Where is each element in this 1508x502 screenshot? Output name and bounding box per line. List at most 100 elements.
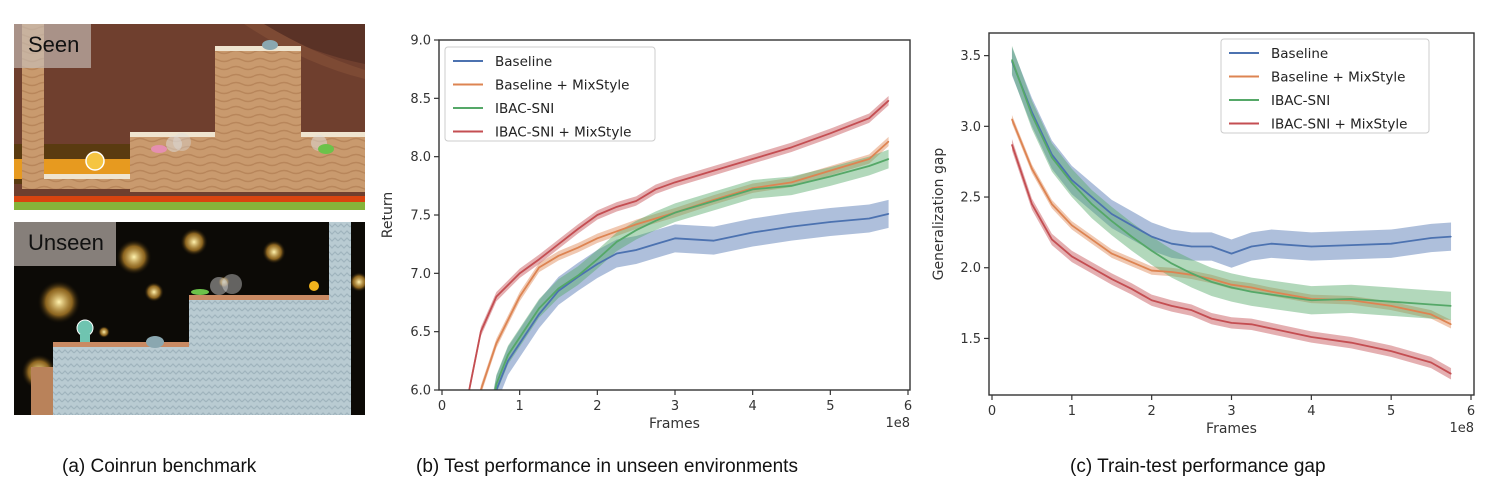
data-point — [887, 213, 890, 215]
data-point — [1011, 144, 1013, 146]
data-point — [1151, 250, 1153, 252]
data-point — [1230, 284, 1233, 286]
coinrun-seen-image: Seen — [14, 24, 365, 210]
data-point — [557, 255, 560, 257]
data-point — [887, 100, 890, 102]
plot-area — [1011, 45, 1452, 380]
data-point — [1091, 203, 1093, 205]
data-point — [1270, 294, 1273, 296]
y-tick-label: 2.5 — [960, 191, 981, 206]
data-point — [790, 226, 793, 228]
confidence-band-baseline-mixstyle — [480, 136, 889, 390]
data-point — [1430, 361, 1432, 364]
series-line-ibac-sni-mixstyle — [468, 99, 890, 390]
data-point — [1390, 305, 1392, 307]
legend-label: Baseline + MixStyle — [1271, 70, 1405, 86]
data-point — [1031, 203, 1033, 205]
seen-label: Seen — [14, 24, 92, 68]
unseen-label: Unseen — [14, 222, 116, 266]
data-point — [1091, 267, 1093, 269]
data-point — [596, 263, 598, 265]
data-point — [495, 296, 497, 298]
data-point — [635, 249, 637, 251]
y-tick-label: 6.5 — [410, 325, 431, 340]
data-point — [495, 383, 497, 385]
data-point — [1350, 244, 1352, 246]
data-point — [577, 275, 579, 277]
data-point — [519, 296, 521, 298]
data-point — [1151, 269, 1153, 272]
data-point — [1111, 220, 1113, 222]
data-point — [790, 185, 793, 187]
data-point — [654, 243, 657, 245]
caption-a: (a) Coinrun benchmark — [62, 456, 257, 477]
data-point — [1190, 245, 1193, 248]
confidence-band-baseline — [493, 199, 889, 390]
data-point — [1250, 245, 1253, 248]
data-point — [1430, 303, 1432, 306]
legend-label: IBAC-SNI — [1271, 93, 1330, 109]
y-tick-label: 2.0 — [960, 261, 981, 276]
data-point — [1230, 322, 1233, 324]
data-point — [507, 360, 509, 362]
chart-test-performance: 0 1 2 3 4 5 6 6.0 6.5 7.0 7.5 8.0 8.5 9.0 Frames 1e8 Ret… — [380, 34, 912, 433]
data-point — [577, 247, 579, 249]
legend: Baseline Baseline + MixStyle IBAC-SNI IBAC-… — [1220, 38, 1430, 134]
data-point — [557, 287, 560, 290]
x-tick-label: 4 — [1307, 404, 1315, 419]
caption-c: (c) Train-test performance gap — [1070, 456, 1326, 477]
data-point — [557, 290, 560, 292]
series-line-ibac-sni — [494, 158, 889, 390]
data-point — [1171, 262, 1173, 265]
confidence-band-baseline — [1011, 47, 1452, 268]
x-offset-label: 1e8 — [885, 416, 910, 431]
seen-level-illustration — [14, 24, 365, 210]
data-point — [1131, 236, 1133, 238]
caption-b: (b) Test performance in unseen environme… — [416, 456, 798, 477]
data-point — [596, 237, 598, 239]
coinrun-unseen-image: Unseen — [14, 222, 365, 415]
x-tick-label: 0 — [988, 404, 996, 419]
data-point — [1011, 59, 1013, 61]
data-point — [538, 266, 540, 269]
data-point — [1230, 252, 1233, 255]
data-point — [1171, 305, 1173, 307]
data-point — [635, 229, 637, 231]
data-point — [1171, 243, 1173, 245]
data-point — [1111, 252, 1113, 255]
legend-label: Baseline + MixStyle — [495, 78, 629, 94]
data-point — [1051, 156, 1053, 159]
data-point — [1450, 236, 1452, 238]
data-point — [1011, 118, 1013, 120]
data-point — [1310, 299, 1312, 301]
x-tick-label: 2 — [1148, 404, 1156, 419]
data-point — [1250, 286, 1253, 289]
data-point — [887, 140, 890, 143]
y-tick-label: 7.0 — [410, 267, 431, 282]
data-point — [674, 212, 676, 214]
data-point — [1310, 336, 1312, 338]
data-point — [495, 342, 497, 344]
x-tick-label: 5 — [826, 399, 834, 414]
data-point — [752, 158, 754, 160]
legend-label: IBAC-SNI — [495, 101, 554, 117]
data-point — [596, 258, 598, 260]
legend-box — [1220, 38, 1430, 134]
confidence-band-ibac-sni — [1011, 45, 1452, 321]
data-point — [1230, 286, 1233, 289]
data-point — [868, 165, 870, 167]
data-point — [674, 237, 676, 239]
x-tick-label: 1 — [516, 399, 524, 414]
data-point — [507, 284, 509, 286]
data-point — [713, 240, 715, 242]
data-point — [616, 252, 618, 255]
data-point — [887, 158, 890, 160]
data-point — [596, 214, 598, 216]
x-offset-label: 1e8 — [1449, 421, 1474, 436]
data-point — [829, 132, 831, 134]
data-point — [1071, 182, 1073, 184]
data-point — [1430, 237, 1432, 239]
data-point — [1091, 196, 1093, 198]
data-point — [1051, 238, 1053, 241]
data-point — [1031, 168, 1033, 170]
